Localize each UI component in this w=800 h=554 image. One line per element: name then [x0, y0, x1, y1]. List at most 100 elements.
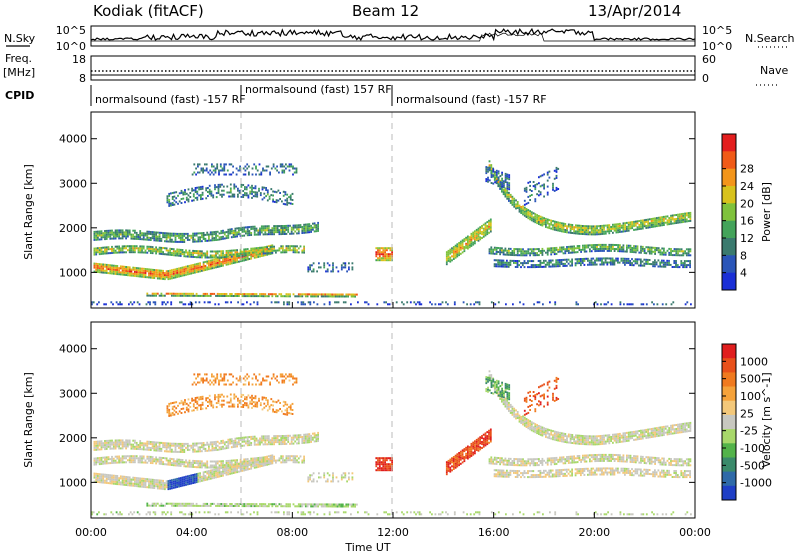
power-cell: [525, 188, 528, 191]
power-cell: [652, 261, 654, 264]
velocity-cell: [118, 477, 120, 480]
power-cell: [220, 230, 223, 233]
power-cell: [459, 244, 462, 247]
power-cell: [500, 265, 503, 268]
power-cell: [272, 194, 274, 197]
velocity-cell: [104, 440, 106, 442]
velocity-cell: [197, 478, 200, 481]
power-cell: [211, 256, 214, 259]
power-cell: [351, 268, 354, 271]
power-cell: [506, 197, 509, 200]
power-cell: [472, 241, 475, 244]
velocity-cell: [93, 461, 96, 464]
power-cell: [259, 246, 261, 249]
power-cell: [382, 257, 385, 260]
velocity-cell: [146, 444, 149, 447]
power-cell: [286, 197, 289, 200]
power-cell: [522, 248, 524, 251]
power-cell: [636, 220, 639, 223]
velocity-cell: [118, 459, 120, 462]
power-cell: [502, 249, 505, 252]
power-cell: [283, 225, 286, 227]
power-cell: [225, 250, 228, 252]
velocity-cell: [211, 473, 214, 476]
velocity-cell: [227, 444, 230, 447]
velocity-cell: [151, 460, 154, 463]
power-cell: [195, 292, 198, 295]
power-cell: [118, 237, 120, 240]
velocity-cell: [112, 457, 115, 460]
power-cell: [454, 244, 457, 247]
power-cell: [634, 260, 637, 263]
velocity-cell: [183, 442, 186, 445]
power-cell: [141, 249, 143, 252]
power-cell: [107, 252, 110, 255]
power-cell: [275, 231, 277, 234]
power-cell: [148, 247, 150, 250]
velocity-cell: [193, 479, 196, 482]
power-cell: [134, 237, 136, 240]
power-cell: [237, 187, 239, 190]
power-cell: [538, 250, 540, 253]
velocity-cell: [155, 456, 157, 459]
power-cell: [546, 251, 549, 254]
power-cell: [506, 175, 509, 178]
velocity-cell: [206, 449, 209, 452]
colorbar-swatch: [722, 151, 736, 169]
power-cell: [467, 245, 469, 248]
power-cell: [193, 250, 196, 252]
power-cell: [208, 184, 211, 187]
power-cell: [204, 292, 207, 295]
power-cell: [608, 243, 611, 246]
power-cell: [504, 179, 507, 181]
power-cell: [142, 271, 145, 274]
power-cell: [164, 294, 166, 297]
power-cell: [171, 202, 174, 204]
power-cell: [234, 233, 237, 236]
power-cell: [357, 301, 359, 304]
velocity-cell: [222, 462, 224, 465]
power-cell: [118, 269, 120, 272]
velocity-cell: [169, 487, 172, 490]
velocity-cell: [155, 445, 157, 448]
power-cell: [312, 293, 314, 296]
velocity-cell: [176, 477, 179, 480]
velocity-cell: [208, 449, 210, 452]
power-cell: [178, 267, 180, 270]
power-cell: [222, 262, 224, 265]
velocity-cell: [119, 447, 122, 450]
power-cell: [513, 203, 516, 206]
power-cell: [458, 248, 460, 251]
power-cell: [165, 247, 168, 250]
power-cell: [387, 253, 390, 256]
velocity-cell: [241, 438, 244, 441]
velocity-cell: [160, 479, 163, 482]
power-cell: [279, 165, 282, 168]
velocity-cell: [116, 479, 119, 481]
power-cell: [643, 225, 646, 228]
freq-label-1: Freq.: [5, 52, 32, 65]
power-cell: [569, 227, 572, 230]
velocity-cell: [215, 444, 217, 447]
power-cell: [677, 213, 679, 216]
power-cell: [499, 251, 501, 254]
power-cell: [280, 247, 283, 250]
power-cell: [527, 252, 530, 255]
power-cell: [174, 252, 177, 255]
velocity-cell: [97, 475, 99, 477]
power-cell: [576, 260, 579, 263]
power-cell: [180, 202, 183, 204]
power-cell: [672, 301, 675, 304]
power-cell: [387, 247, 390, 250]
power-cell: [345, 295, 348, 298]
power-cell: [93, 232, 96, 235]
velocity-cell: [141, 485, 143, 488]
power-cell: [185, 265, 187, 268]
power-cell: [682, 220, 685, 223]
power-cell: [308, 227, 311, 230]
power-cell: [488, 179, 491, 182]
power-cell: [264, 227, 267, 230]
power-cell: [137, 251, 140, 254]
power-cell: [238, 191, 241, 194]
velocity-cell: [193, 473, 196, 476]
